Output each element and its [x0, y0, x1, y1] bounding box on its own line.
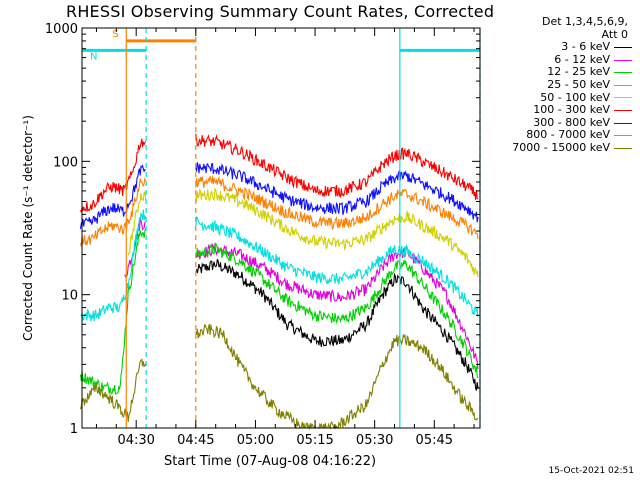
- legend-entry-7: 800 - 7000 keV: [484, 129, 634, 142]
- legend-label-8: 7000 - 15000 keV: [512, 140, 610, 154]
- series-line-4: [127, 187, 479, 278]
- x-tick-label-1: 04:45: [177, 433, 214, 448]
- series-layer: [79, 133, 479, 431]
- legend-entry-4: 50 - 100 keV: [484, 90, 634, 105]
- state-bar-label-1: N: [90, 51, 97, 62]
- legend-label-6: 300 - 800 keV: [533, 115, 610, 129]
- legend-entries: 3 - 6 keV 6 - 12 keV 12 - 25 keV 25 - 50 ke…: [484, 41, 634, 154]
- plot-frame: [81, 27, 481, 429]
- y-tick-label-3: 1000: [45, 22, 78, 37]
- series-line-3: [80, 209, 479, 322]
- legend-title-2: Att 0: [601, 27, 628, 41]
- legend-swatch-0: [614, 46, 632, 48]
- x-tick-label-4: 05:30: [356, 433, 393, 448]
- footer-timestamp: 15-Oct-2021 02:51: [548, 466, 634, 476]
- legend-label-3: 25 - 50 keV: [547, 77, 610, 91]
- legend-entry-1: 6 - 12 keV: [484, 52, 634, 67]
- legend-swatch-8: [614, 147, 632, 149]
- legend-swatch-6: [614, 122, 632, 124]
- x-tick-label-2: 05:00: [237, 433, 274, 448]
- legend-label-2: 12 - 25 keV: [547, 65, 610, 79]
- x-tick-label-3: 05:15: [296, 433, 333, 448]
- legend-swatch-1: [614, 59, 632, 61]
- legend-entry-2: 12 - 25 keV: [484, 66, 634, 79]
- legend-entry-0: 3 - 6 keV: [484, 41, 634, 54]
- legend-entry-8: 7000 - 15000 keV: [484, 140, 634, 155]
- series-line-1: [124, 218, 479, 370]
- legend-entry-3: 25 - 50 keV: [484, 77, 634, 92]
- series-line-6: [79, 162, 479, 229]
- chart-title: RHESSI Observing Summary Count Rates, Co…: [66, 2, 495, 21]
- x-tick-label-0: 04:30: [117, 433, 154, 448]
- y-axis-label: Corrected Count Rate (s⁻¹ detector⁻¹): [21, 115, 35, 341]
- series-line-7: [79, 175, 479, 247]
- series-line-8: [79, 323, 479, 431]
- legend-title-1: Det 1,3,4,5,6,9,: [541, 15, 628, 28]
- x-axis-label: Start Time (07-Aug-08 04:16:22): [164, 454, 377, 469]
- legend-swatch-2: [614, 72, 632, 74]
- legend-label-7: 800 - 7000 keV: [526, 128, 610, 142]
- legend-label-1: 6 - 12 keV: [554, 52, 610, 66]
- legend-label-4: 50 - 100 keV: [540, 90, 610, 104]
- legend-label-0: 3 - 6 keV: [561, 40, 610, 54]
- legend-entry-5: 100 - 300 keV: [484, 104, 634, 117]
- x-tick-label-5: 05:45: [416, 433, 453, 448]
- series-line-5: [79, 133, 479, 213]
- state-bar-label-0: S: [112, 29, 118, 40]
- legend-label-5: 100 - 300 keV: [533, 103, 610, 117]
- axes-layer: 1 10 100 1000 04:30 04:45 05:00 05:15 05:30 05:45…: [21, 22, 481, 448]
- legend-swatch-4: [614, 97, 632, 99]
- y-tick-label-1: 10: [61, 289, 78, 304]
- y-tick-label-2: 100: [53, 155, 78, 170]
- legend-entry-6: 300 - 800 keV: [484, 115, 634, 130]
- legend-swatch-3: [614, 84, 632, 86]
- legend-swatch-5: [614, 109, 632, 111]
- series-line-2: [79, 228, 479, 395]
- series-line-0: [196, 258, 479, 391]
- y-tick-label-0: 1: [70, 422, 78, 437]
- legend-swatch-7: [614, 135, 632, 137]
- legend: Det 1,3,4,5,6,9, Att 0 3 - 6 keV 6 - 12 k…: [484, 15, 634, 155]
